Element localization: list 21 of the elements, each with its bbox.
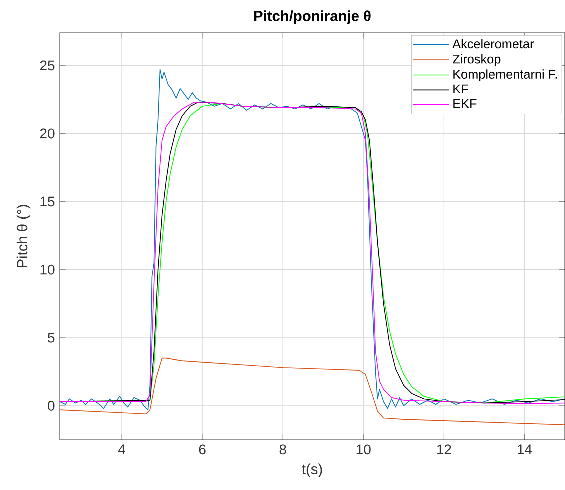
x-tick-label: 14 — [518, 444, 532, 454]
y-tick-label: 25 — [40, 60, 55, 71]
chart-title: Pitch/poniranje θ — [254, 10, 371, 24]
x-tick-label: 6 — [199, 444, 206, 455]
legend-label: KF — [454, 84, 468, 94]
x-tick-label: 12 — [437, 444, 452, 454]
y-tick-label: 20 — [40, 128, 55, 139]
line-series — [60, 358, 565, 426]
legend-label: EKF — [454, 100, 477, 108]
y-tick-label: 10 — [40, 264, 55, 275]
y-tick-label: 0 — [48, 401, 55, 411]
x-tick-label: 4 — [118, 444, 126, 454]
x-axis-title: t(s) — [302, 464, 322, 478]
y-tick-label: 15 — [40, 196, 55, 207]
legend-label: Ziroskop — [453, 54, 501, 66]
legend-label: Komplementarni F. — [454, 70, 558, 82]
y-tick-label: 5 — [48, 333, 55, 343]
legend-label: Akcelerometar — [452, 39, 534, 49]
x-tick-label: 10 — [356, 444, 371, 455]
y-axis-title: Pitch θ (°) — [16, 205, 31, 268]
x-tick-label: 8 — [280, 444, 286, 455]
